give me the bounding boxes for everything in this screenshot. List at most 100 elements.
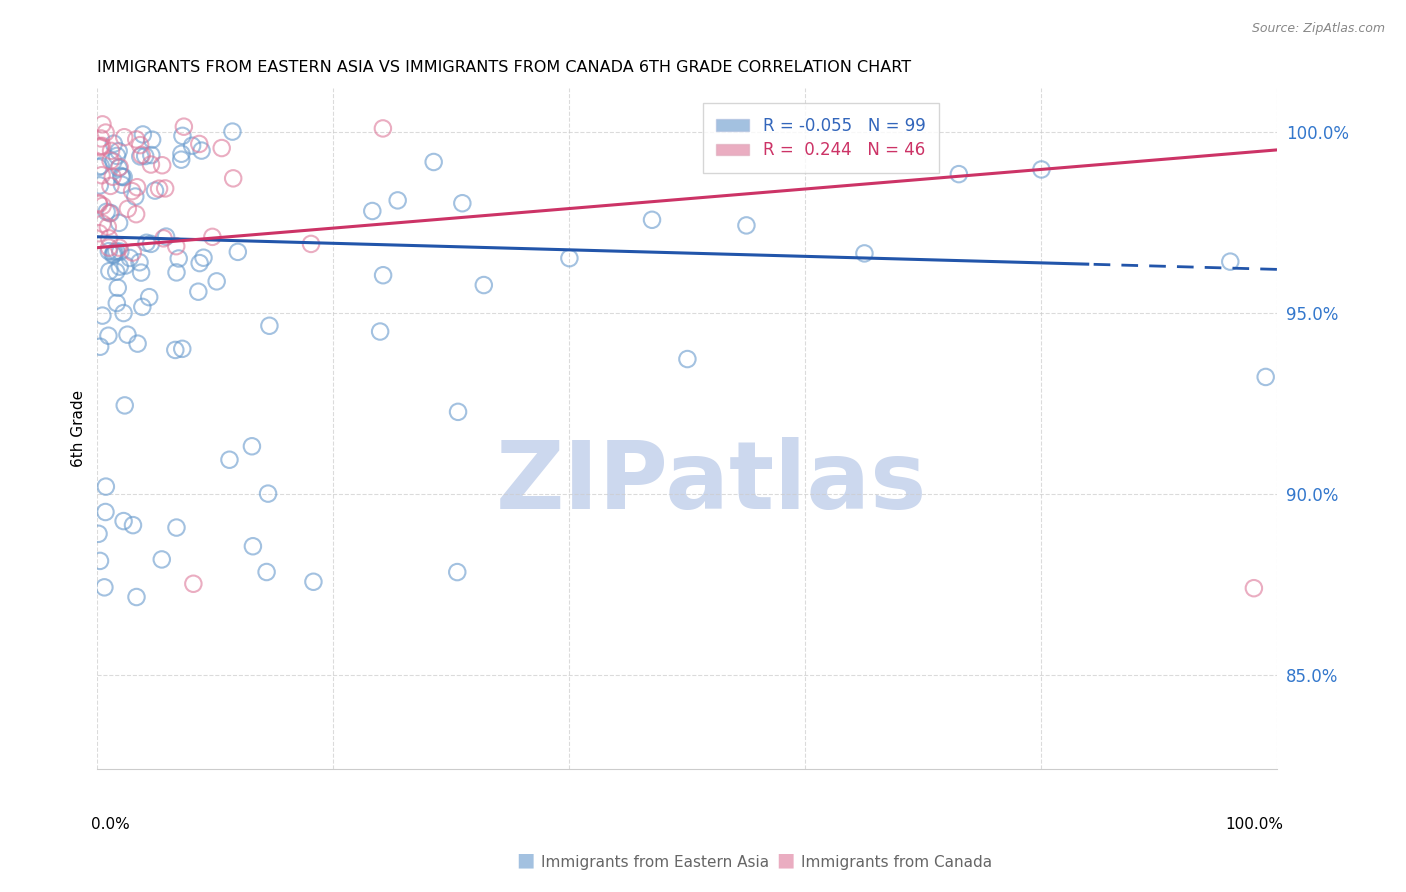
Point [117, 202, 139, 216]
Point [111, 169, 134, 184]
Legend: R = -0.055   N = 99, R =  0.244   N = 46: R = -0.055 N = 99, R = 0.244 N = 46 [703, 103, 939, 173]
Point [100, 206, 122, 220]
Point [190, 144, 212, 158]
Point [361, 204, 384, 219]
Point [201, 230, 224, 244]
Point [172, 342, 194, 356]
Point [188, 136, 211, 151]
Point [90, 159, 112, 173]
Point [302, 574, 325, 589]
Point [124, 189, 146, 203]
Text: 100.0%: 100.0% [1226, 817, 1284, 832]
Point [259, 318, 281, 333]
Point [139, 236, 162, 251]
Point [139, 157, 162, 171]
Point [853, 246, 876, 260]
Point [121, 245, 143, 260]
Point [90, 140, 112, 154]
Point [451, 196, 474, 211]
Point [98, 241, 121, 255]
Point [242, 539, 264, 553]
Point [138, 290, 160, 304]
Point [422, 155, 444, 169]
Text: 0.0%: 0.0% [91, 817, 131, 832]
Point [97, 328, 120, 343]
Point [108, 241, 131, 255]
Point [218, 452, 240, 467]
Point [101, 169, 124, 184]
Point [91, 309, 114, 323]
Point [188, 256, 211, 270]
Point [211, 141, 233, 155]
Point [127, 180, 149, 194]
Point [222, 171, 245, 186]
Point [143, 184, 166, 198]
Point [105, 265, 128, 279]
Point [122, 518, 145, 533]
Point [87, 195, 110, 210]
Point [103, 136, 125, 151]
Point [87, 526, 110, 541]
Text: ZIPatlas: ZIPatlas [495, 437, 927, 529]
Point [150, 158, 173, 172]
Point [173, 120, 195, 134]
Point [371, 268, 394, 283]
Point [103, 247, 125, 261]
Point [118, 251, 141, 265]
Point [371, 121, 394, 136]
Point [93, 580, 115, 594]
Point [181, 138, 204, 153]
Point [87, 197, 110, 211]
Point [125, 207, 148, 221]
Point [129, 149, 152, 163]
Text: ■: ■ [516, 851, 534, 870]
Point [167, 252, 190, 266]
Y-axis label: 6th Grade: 6th Grade [72, 390, 86, 467]
Point [105, 296, 128, 310]
Point [134, 149, 156, 163]
Point [125, 590, 148, 604]
Point [257, 486, 280, 500]
Point [101, 247, 124, 261]
Point [170, 153, 193, 167]
Point [387, 194, 409, 208]
Point [135, 235, 157, 250]
Point [94, 480, 117, 494]
Text: ■: ■ [776, 851, 794, 870]
Point [97, 219, 120, 234]
Point [131, 300, 153, 314]
Point [89, 226, 111, 240]
Point [97, 244, 120, 259]
Point [165, 343, 187, 357]
Point [256, 565, 278, 579]
Point [129, 138, 152, 153]
Point [150, 552, 173, 566]
Point [368, 325, 391, 339]
Point [446, 565, 468, 579]
Point [183, 576, 205, 591]
Text: Immigrants from Eastern Asia: Immigrants from Eastern Asia [541, 855, 769, 870]
Point [299, 236, 322, 251]
Point [91, 217, 114, 231]
Point [117, 327, 139, 342]
Point [127, 336, 149, 351]
Point [166, 265, 188, 279]
Point [89, 340, 111, 354]
Point [125, 132, 148, 146]
Point [98, 264, 121, 278]
Point [141, 148, 163, 162]
Point [112, 514, 135, 528]
Point [240, 439, 263, 453]
Point [1243, 581, 1265, 595]
Point [121, 184, 143, 198]
Point [91, 139, 114, 153]
Point [103, 154, 125, 169]
Point [111, 178, 134, 192]
Point [205, 274, 228, 288]
Point [108, 160, 131, 174]
Point [94, 505, 117, 519]
Point [112, 130, 135, 145]
Point [129, 266, 152, 280]
Point [96, 204, 118, 219]
Point [152, 231, 174, 245]
